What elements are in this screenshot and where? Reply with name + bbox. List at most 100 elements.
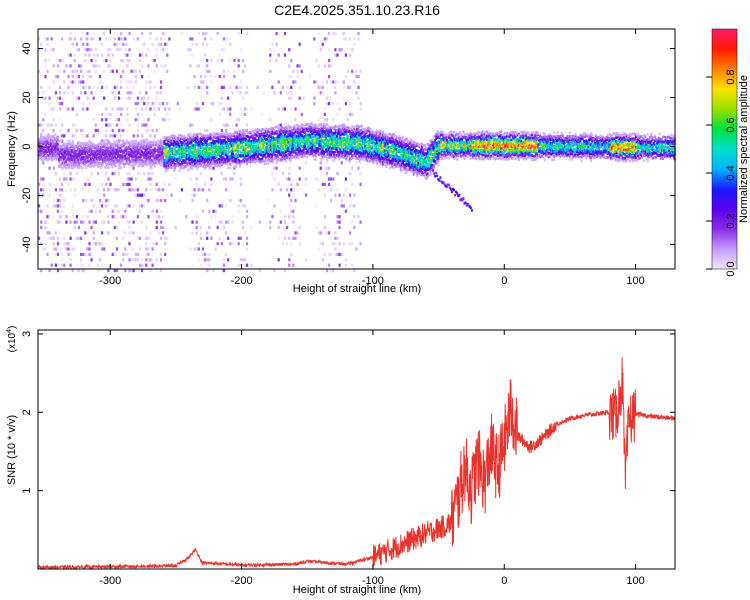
noise-cell — [246, 236, 249, 240]
signal-cell — [205, 150, 208, 154]
signal-cell — [314, 123, 317, 127]
signal-cell — [285, 150, 288, 154]
noise-cell — [162, 188, 165, 192]
noise-cell — [77, 75, 81, 79]
signal-cell — [163, 161, 166, 165]
noise-cell — [157, 102, 160, 106]
signal-cell — [399, 142, 402, 145]
signal-cell — [275, 141, 278, 145]
signal-cell — [84, 150, 87, 153]
signal-cell — [402, 164, 405, 167]
noise-cell — [82, 252, 85, 256]
signal-cell — [95, 144, 98, 147]
noise-cell — [199, 85, 202, 89]
noise-cell — [153, 242, 156, 246]
signal-cell — [260, 129, 263, 133]
signal-cell — [98, 147, 101, 151]
noise-cell — [296, 150, 299, 154]
signal-cell — [158, 144, 161, 148]
signal-cell — [138, 151, 141, 155]
signal-cell — [142, 139, 144, 142]
noise-cell — [149, 85, 152, 89]
noise-cell — [271, 188, 274, 192]
signal-cell — [179, 166, 182, 170]
signal-cell — [311, 122, 314, 126]
signal-cell — [217, 145, 220, 149]
signal-cell — [112, 147, 115, 151]
signal-cell — [67, 157, 70, 160]
signal-cell — [322, 141, 325, 145]
signal-cell — [131, 140, 134, 144]
signal-cell — [289, 146, 292, 150]
signal-cell — [240, 154, 243, 157]
noise-cell — [44, 48, 47, 52]
signal-cell — [73, 166, 76, 169]
signal-cell — [92, 158, 95, 161]
signal-cell — [239, 154, 241, 158]
signal-cell — [224, 144, 227, 148]
signal-cell — [391, 133, 394, 137]
noise-cell — [67, 37, 70, 41]
signal-cell — [217, 157, 220, 161]
noise-cell — [315, 155, 318, 160]
signal-cell — [223, 139, 226, 143]
signal-cell — [152, 153, 155, 157]
signal-cell — [259, 160, 261, 164]
signal-cell — [166, 151, 169, 154]
signal-cell — [47, 137, 50, 140]
noise-cell — [126, 112, 129, 116]
signal-cell — [191, 135, 194, 138]
signal-cell — [132, 159, 135, 162]
signal-cell — [157, 143, 160, 147]
noise-cell — [61, 252, 64, 256]
signal-cell — [230, 151, 233, 154]
signal-cell — [227, 150, 230, 153]
noise-cell — [149, 80, 152, 84]
signal-cell — [61, 167, 64, 170]
signal-cell — [384, 149, 387, 152]
noise-cell — [151, 263, 154, 267]
signal-cell — [197, 149, 200, 153]
signal-cell — [163, 164, 166, 168]
signal-cell — [145, 154, 148, 157]
signal-cell — [178, 162, 181, 166]
signal-cell — [291, 134, 293, 138]
noise-cell — [225, 204, 228, 208]
noise-cell — [355, 75, 358, 79]
signal-cell — [82, 146, 85, 150]
noise-cell — [128, 172, 131, 176]
signal-cell — [317, 137, 319, 140]
signal-cell — [345, 156, 348, 160]
signal-cell — [335, 141, 338, 145]
signal-cell — [185, 143, 188, 146]
signal-cell — [378, 158, 381, 161]
noise-cell — [136, 252, 139, 256]
signal-cell — [265, 157, 267, 161]
signal-cell — [145, 137, 148, 141]
noise-cell — [229, 199, 232, 203]
signal-cell — [370, 138, 373, 141]
noise-cell — [328, 48, 331, 52]
noise-cell — [92, 220, 95, 224]
signal-cell — [377, 135, 380, 138]
signal-cell — [390, 149, 393, 153]
signal-cell — [307, 135, 310, 138]
signal-cell — [343, 132, 345, 136]
signal-cell — [179, 156, 182, 160]
noise-cell — [90, 225, 93, 230]
signal-cell — [343, 138, 345, 141]
noise-cell — [304, 258, 308, 262]
signal-cell — [233, 154, 235, 158]
signal-cell — [260, 151, 263, 154]
noise-cell — [38, 123, 41, 127]
noise-cell — [349, 53, 352, 57]
signal-cell — [384, 160, 387, 163]
signal-cell — [189, 136, 192, 140]
signal-cell — [291, 128, 293, 132]
signal-cell — [191, 155, 194, 158]
signal-cell — [353, 138, 356, 142]
noise-cell — [40, 220, 43, 224]
noise-cell — [111, 91, 114, 95]
noise-cell — [323, 112, 326, 116]
signal-cell — [190, 135, 193, 138]
